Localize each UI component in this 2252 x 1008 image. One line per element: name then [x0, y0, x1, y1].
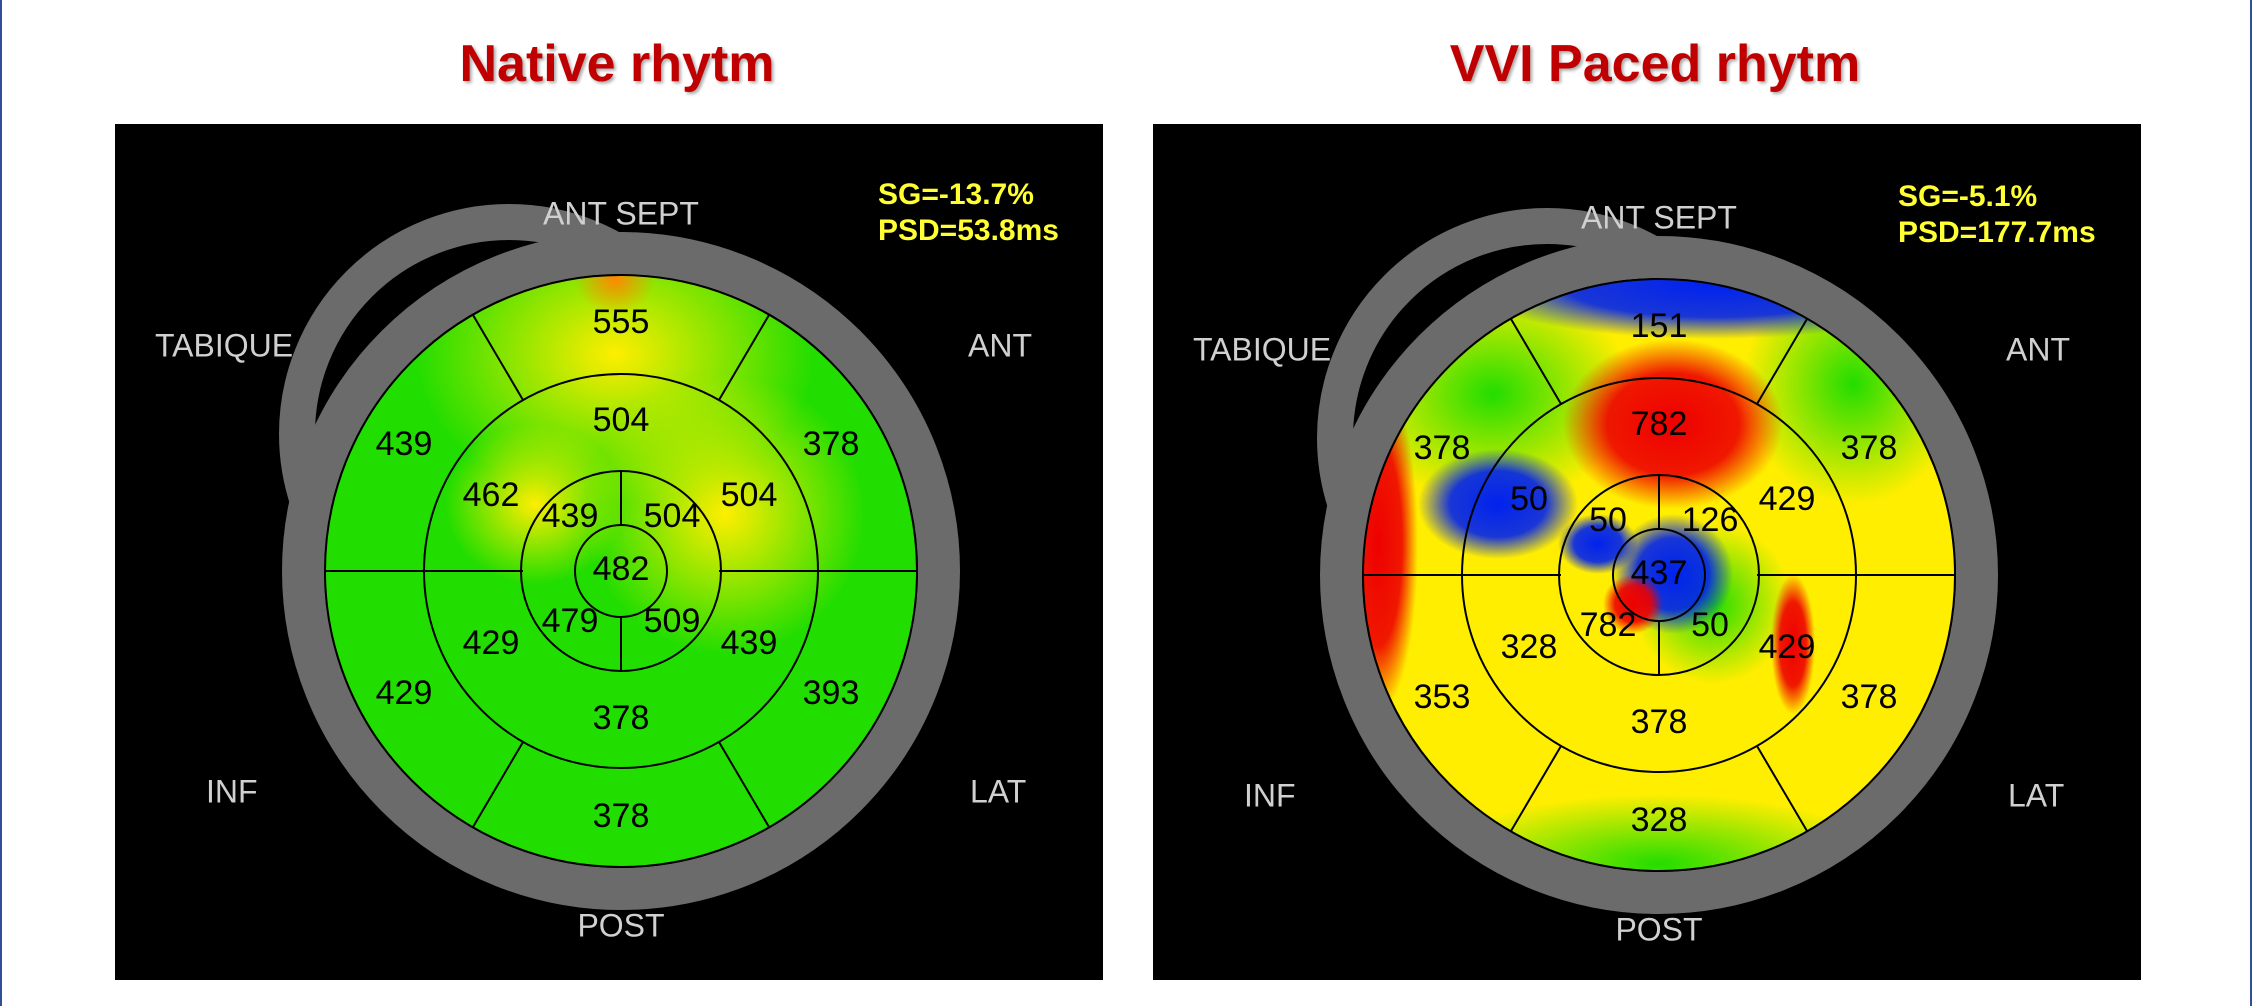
label-inf: INF: [206, 773, 258, 809]
mid-inferior-value: 378: [1631, 703, 1688, 741]
mid-inferoseptal-value: 429: [463, 624, 520, 662]
apex-value: 437: [1631, 554, 1688, 592]
label-post: POST: [1615, 911, 1702, 947]
mid-anteroseptal-value: 50: [1510, 480, 1548, 518]
basal-anteroseptal-value: 439: [376, 425, 433, 463]
label-lat: LAT: [970, 773, 1026, 809]
basal-inferior-value: 378: [593, 797, 650, 835]
mid-inferolateral-value: 429: [1759, 628, 1816, 666]
sg-value: SG=-13.7%: [878, 178, 1034, 211]
basal-inferior-value: 328: [1631, 801, 1688, 839]
apical-lateral-value: 50: [1691, 606, 1729, 644]
vvi-paced-rhythm-title: VVI Paced rhytm: [1449, 35, 1861, 93]
ring-main: [1320, 236, 1998, 914]
mid-inferior-value: 378: [593, 699, 650, 737]
label-lat: LAT: [2008, 777, 2064, 813]
apical-septal-value: 50: [1589, 501, 1627, 539]
psd-value: PSD=177.7ms: [1898, 216, 2096, 249]
mid-anterolateral-value: 429: [1759, 480, 1816, 518]
apical-lateral-value: 509: [644, 602, 701, 640]
label-post: POST: [577, 907, 664, 943]
vvi-bullseye-panel: 151 378 378 328 353 378 782 429 429 378 …: [1153, 124, 2141, 980]
label-ant: ANT: [2006, 331, 2070, 367]
label-tabique: TABIQUE: [1193, 331, 1331, 367]
mid-inferoseptal-value: 328: [1501, 628, 1558, 666]
basal-anterior-value: 151: [1631, 307, 1688, 345]
label-inf: INF: [1244, 777, 1296, 813]
basal-inferoseptal-value: 429: [376, 674, 433, 712]
mid-anterior-value: 782: [1631, 405, 1688, 443]
native-segment-grid: [324, 274, 918, 868]
native-rhythm-title: Native rhytm: [459, 35, 775, 93]
basal-anterior-value: 555: [593, 303, 650, 341]
apical-inferior-value: 479: [542, 602, 599, 640]
mid-inferolateral-value: 439: [721, 624, 778, 662]
label-tabique: TABIQUE: [155, 327, 293, 363]
apical-inferior-value: 782: [1580, 606, 1637, 644]
basal-anterolateral-value: 378: [1841, 429, 1898, 467]
apical-anterior-value: 126: [1682, 501, 1739, 539]
basal-inferolateral-value: 378: [1841, 678, 1898, 716]
mid-anteroseptal-value: 462: [463, 476, 520, 514]
vvi-segment-values: 151 378 378 328 353 378 782 429 429 378 …: [1414, 307, 1898, 839]
basal-anteroseptal-value: 378: [1414, 429, 1471, 467]
basal-anterolateral-value: 378: [803, 425, 860, 463]
mid-anterolateral-value: 504: [721, 476, 778, 514]
apex-value: 482: [593, 550, 650, 588]
mid-anterior-value: 504: [593, 401, 650, 439]
native-bullseye-panel: 555 378 393 378 429 439 504 504 439 378 …: [115, 124, 1103, 980]
psd-value: PSD=53.8ms: [878, 214, 1059, 247]
vvi-bullseye-plot: 151 378 378 328 353 378 782 429 429 378 …: [1193, 180, 2096, 948]
vvi-segment-grid: [1362, 278, 1956, 872]
ring-main: [282, 232, 960, 910]
native-segment-values: 555 378 393 378 429 439 504 504 439 378 …: [376, 303, 860, 835]
apical-septal-value: 439: [542, 497, 599, 535]
basal-inferolateral-value: 393: [803, 674, 860, 712]
sg-value: SG=-5.1%: [1898, 180, 2037, 213]
label-ant-sept: ANT SEPT: [1581, 199, 1737, 235]
label-ant-sept: ANT SEPT: [543, 195, 699, 231]
basal-inferoseptal-value: 353: [1414, 678, 1471, 716]
native-bullseye-plot: 555 378 393 378 429 439 504 504 439 378 …: [155, 178, 1059, 944]
label-ant: ANT: [968, 327, 1032, 363]
apical-anterior-value: 504: [644, 497, 701, 535]
